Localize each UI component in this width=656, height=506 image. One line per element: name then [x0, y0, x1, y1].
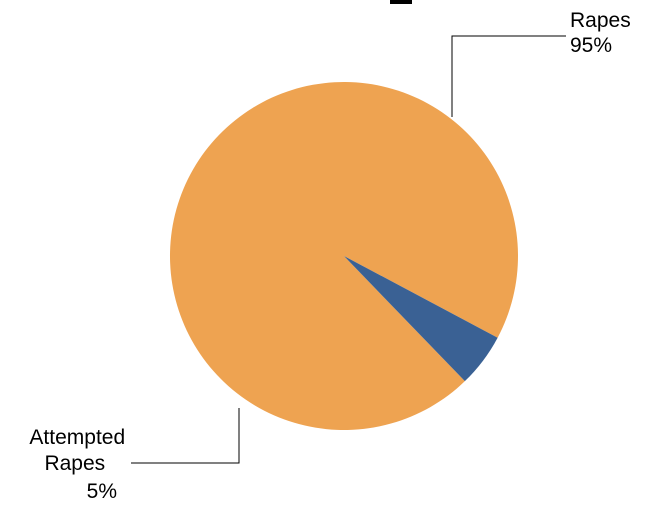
data-label-rapes: Rapes 95%: [570, 9, 637, 57]
data-label-rapes-name: Rapes: [570, 9, 631, 32]
data-label-rapes-percent: 95%: [570, 34, 612, 57]
cropped-title-fragment: [390, 0, 412, 4]
data-label-attempted-name-line2: Rapes: [44, 452, 105, 475]
leader-line-attempted-rapes: [131, 408, 240, 464]
pie-slice-attempted-rapes: [344, 256, 498, 382]
data-label-attempted-percent: 5%: [87, 480, 117, 503]
pie-slices: [169, 82, 518, 431]
data-label-attempted-name-line1: Attempted: [29, 426, 125, 449]
pie-slice-rapes: [169, 82, 518, 431]
leader-line-rapes: [451, 35, 566, 117]
data-label-attempted-rapes: Attempted Rapes 5%: [29, 426, 131, 503]
